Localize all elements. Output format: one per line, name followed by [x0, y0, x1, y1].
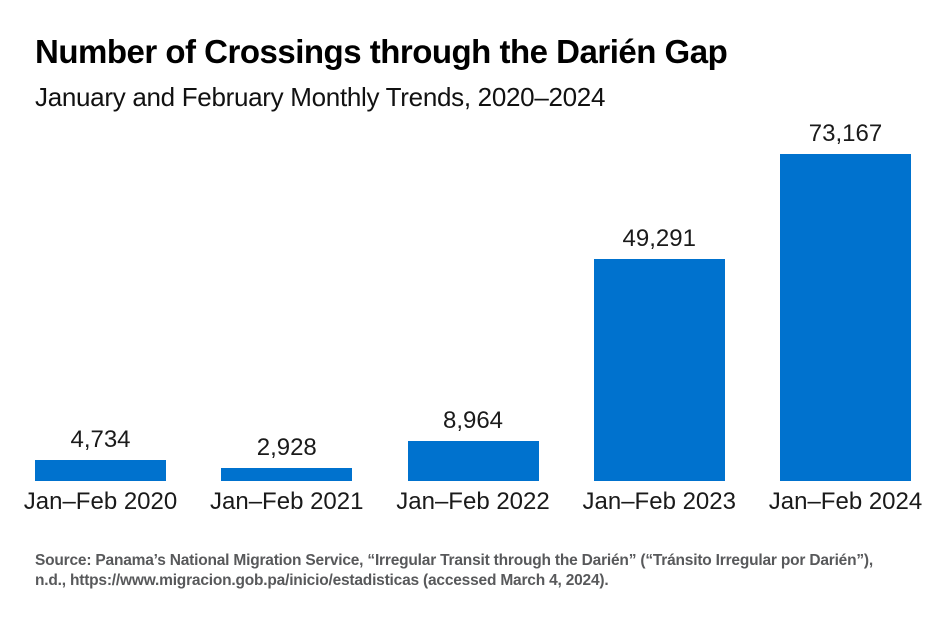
bar-column: 2,928 Jan–Feb 2021: [210, 120, 363, 516]
bar-column: 49,291 Jan–Feb 2023: [583, 120, 736, 516]
bar: [35, 460, 166, 481]
bar-value-label: 49,291: [622, 225, 696, 252]
x-axis-label: Jan–Feb 2020: [23, 488, 178, 515]
bar-column: 4,734 Jan–Feb 2020: [24, 120, 177, 516]
source-note-line-1: Source: Panama’s National Migration Serv…: [35, 552, 873, 569]
bar-value-label: 73,167: [808, 120, 883, 147]
bar-value-label: 2,928: [256, 434, 317, 461]
bar-value-label: 4,734: [70, 426, 131, 453]
bar: [407, 441, 539, 481]
source-note-line-2: n.d., https://www.migracion.gob.pa/inici…: [35, 572, 609, 589]
chart-subtitle: January and February Monthly Trends, 202…: [35, 82, 606, 112]
bar-column: 8,964 Jan–Feb 2022: [396, 120, 549, 516]
bar-chart-plot-area: 4,734 Jan–Feb 2020 2,928 Jan–Feb 2021 8,964 J…: [24, 120, 922, 516]
x-axis-label: Jan–Feb 2023: [582, 488, 736, 515]
x-axis-label: Jan–Feb 2022: [396, 488, 550, 515]
x-axis-label: Jan–Feb 2021: [210, 488, 364, 515]
source-note: Source: Panama’s National Migration Serv…: [35, 551, 935, 591]
bar-value-label: 8,964: [442, 407, 504, 434]
bar: [593, 259, 725, 481]
x-axis-label: Jan–Feb 2024: [768, 488, 923, 515]
bar: [780, 154, 911, 481]
bar-column: 73,167 Jan–Feb 2024: [769, 120, 922, 516]
chart-title: Number of Crossings through the Darién G…: [35, 33, 728, 70]
bar: [221, 468, 353, 481]
